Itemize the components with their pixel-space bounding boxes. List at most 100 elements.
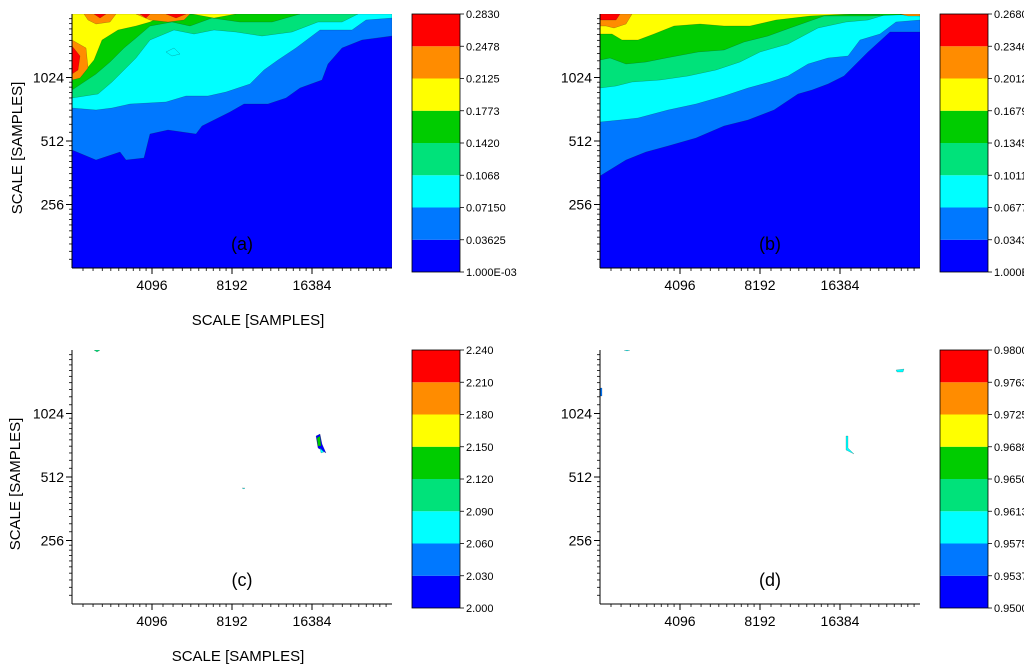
- colorbar-label-2: 0.9575: [994, 539, 1024, 551]
- y-tick-label-1: 512: [569, 133, 593, 149]
- contour-band-3: [72, 14, 359, 99]
- contour-fill: [600, 350, 905, 455]
- y-tick-label-0: 256: [569, 533, 593, 549]
- contour-band-5: [600, 14, 880, 41]
- colorbar-swatch-6: [412, 382, 460, 415]
- colorbar: 1.000E-03 0.03625 0.07150 0.1068 0.1420 0.177…: [411, 9, 517, 279]
- colorbar-label-3: 0.1068: [466, 170, 500, 182]
- colorbar-swatch-5: [940, 78, 988, 111]
- colorbar-label-5: 0.9688: [994, 442, 1024, 454]
- contour-band-3: [319, 447, 325, 454]
- colorbar-label-2: 0.06775: [994, 203, 1024, 215]
- colorbar-label-3: 0.9613: [994, 506, 1024, 518]
- contour-band-4: [600, 14, 919, 65]
- colorbar-swatch-3: [412, 143, 460, 176]
- x-tick-label-1: 8192: [216, 613, 247, 629]
- colorbar-label-6: 0.9725: [994, 410, 1024, 422]
- y-axis-title: SCALE [SAMPLES]: [7, 418, 24, 551]
- colorbar-swatch-1: [940, 543, 988, 576]
- colorbar-swatch-7: [940, 350, 988, 383]
- colorbar-swatch-7: [412, 14, 460, 47]
- colorbar-swatch-0: [940, 239, 988, 272]
- colorbar-label-1: 2.030: [466, 571, 494, 583]
- colorbar-swatch-4: [412, 446, 460, 479]
- x-tick-label-0: 4096: [136, 613, 167, 629]
- contour-band-4: [241, 487, 246, 490]
- x-tick-label-0: 4096: [664, 277, 695, 293]
- y-tick-label-2: 1024: [33, 406, 64, 422]
- colorbar-swatch-6: [412, 46, 460, 79]
- colorbar-label-6: 2.180: [466, 410, 494, 422]
- contour-band-0: [623, 350, 631, 352]
- colorbar-swatch-1: [412, 207, 460, 240]
- y-tick-label-2: 1024: [561, 406, 592, 422]
- colorbar-label-4: 0.1345: [994, 138, 1024, 150]
- contour-band-3: [845, 435, 855, 455]
- colorbar-swatch-6: [940, 382, 988, 415]
- y-tick-label-1: 512: [41, 133, 65, 149]
- colorbar-label-5: 0.1679: [994, 106, 1024, 118]
- colorbar-label-1: 0.03438: [994, 235, 1024, 247]
- colorbar-swatch-4: [412, 110, 460, 143]
- colorbar-label-8: 0.2830: [466, 9, 500, 21]
- colorbar-label-0: 1.000E-03: [466, 267, 517, 279]
- colorbar-label-5: 0.1773: [466, 106, 500, 118]
- panel-label: (d): [759, 570, 781, 590]
- x-tick-label-0: 4096: [664, 613, 695, 629]
- panel-label: (a): [231, 234, 253, 254]
- contour-band-7: [600, 14, 621, 21]
- contour-band-10: [93, 14, 107, 19]
- x-axis-title: SCALE [SAMPLES]: [192, 312, 325, 329]
- y-tick-label-2: 1024: [33, 70, 64, 86]
- contour-band-9: [72, 45, 81, 75]
- colorbar-label-8: 2.240: [466, 345, 494, 357]
- contour-band-8: [899, 14, 920, 17]
- contour-band-0: [93, 350, 101, 353]
- colorbar-label-4: 0.1420: [466, 138, 500, 150]
- contour-band-2: [316, 435, 322, 447]
- x-tick-label-1: 8192: [744, 277, 775, 293]
- colorbar-label-4: 2.120: [466, 474, 494, 486]
- colorbar-label-6: 0.2012: [994, 74, 1024, 86]
- x-tick-label-2: 16384: [821, 277, 860, 293]
- x-tick-label-2: 16384: [293, 613, 332, 629]
- colorbar-swatch-6: [940, 46, 988, 79]
- y-tick-label-1: 512: [41, 469, 65, 485]
- colorbar-swatch-0: [412, 239, 460, 272]
- contour-band-11: [139, 14, 151, 19]
- colorbar-swatch-0: [412, 575, 460, 608]
- panel-3: 4096 8192 16384 256 512 1024 SCALE [SAMPLES] SC…: [7, 345, 494, 665]
- colorbar-label-2: 2.060: [466, 539, 494, 551]
- colorbar-label-2: 0.07150: [466, 203, 506, 215]
- colorbar-label-3: 0.1011: [994, 170, 1024, 182]
- colorbar-label-8: 0.9800: [994, 345, 1024, 357]
- colorbar-swatch-0: [940, 575, 988, 608]
- colorbar-swatch-3: [412, 479, 460, 512]
- contour-fill: [72, 14, 392, 268]
- colorbar-swatch-5: [412, 78, 460, 111]
- y-tick-label-0: 256: [41, 533, 65, 549]
- contour-band-4: [72, 14, 301, 91]
- x-tick-label-2: 16384: [821, 613, 860, 629]
- x-tick-label-2: 16384: [293, 277, 332, 293]
- panel-1: 4096 8192 16384 256 512 1024 SCALE [SAMPLES] SC…: [9, 9, 517, 329]
- colorbar-swatch-3: [940, 479, 988, 512]
- panel-label: (b): [759, 234, 781, 254]
- colorbar-label-0: 1.000E-03: [994, 267, 1024, 279]
- colorbar-swatch-7: [940, 14, 988, 47]
- contour-band-12: [165, 14, 187, 19]
- contour-band-7: [83, 14, 117, 25]
- colorbar-label-7: 0.2346: [994, 41, 1024, 53]
- y-tick-label-1: 512: [569, 469, 593, 485]
- colorbar-swatch-2: [412, 511, 460, 544]
- y-axis-title: SCALE [SAMPLES]: [9, 82, 26, 215]
- colorbar-label-7: 0.2478: [466, 41, 500, 53]
- colorbar-swatch-7: [412, 350, 460, 383]
- colorbar-label-8: 0.2680: [994, 9, 1024, 21]
- colorbar-swatch-1: [940, 207, 988, 240]
- x-tick-label-1: 8192: [216, 277, 247, 293]
- colorbar-label-5: 2.150: [466, 442, 494, 454]
- colorbar-label-1: 0.9537: [994, 571, 1024, 583]
